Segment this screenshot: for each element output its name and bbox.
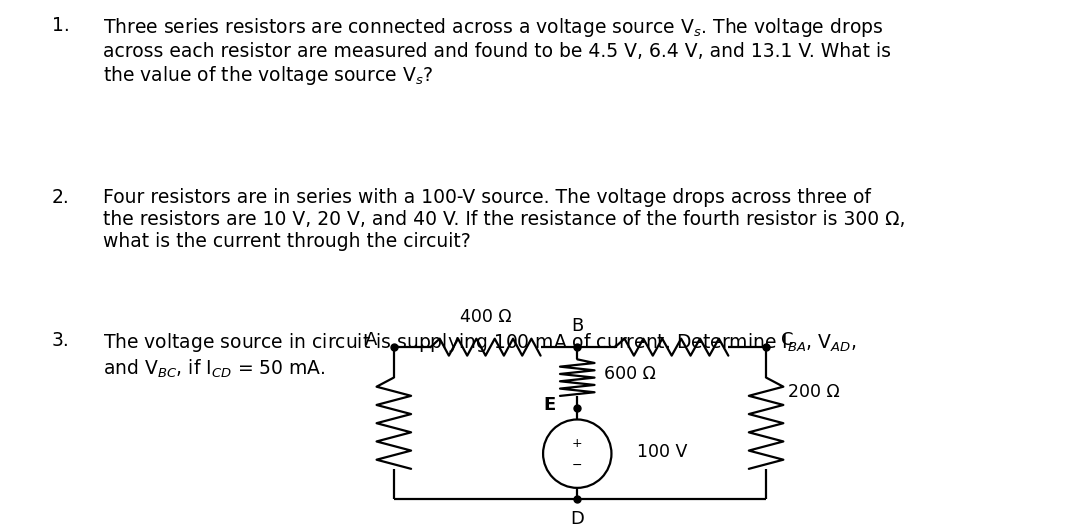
Text: +: + (572, 437, 583, 450)
Text: 2.: 2. (52, 188, 69, 207)
Text: A: A (366, 331, 378, 349)
Text: The voltage source in circuit is supplying 100 mA of current. Determine I$_{BA}$: The voltage source in circuit is supplyi… (103, 331, 856, 380)
Text: C: C (781, 331, 794, 349)
Text: 100 V: 100 V (637, 443, 687, 461)
Text: 400 Ω: 400 Ω (460, 308, 511, 326)
Text: −: − (572, 459, 583, 472)
Text: E: E (544, 396, 556, 414)
Text: 3.: 3. (52, 331, 69, 350)
Text: 600 Ω: 600 Ω (604, 365, 656, 383)
Text: Three series resistors are connected across a voltage source V$_s$. The voltage : Three series resistors are connected acr… (103, 16, 890, 87)
Text: B: B (571, 317, 584, 335)
Text: D: D (571, 510, 584, 528)
Text: Four resistors are in series with a 100-V source. The voltage drops across three: Four resistors are in series with a 100-… (103, 188, 905, 251)
Text: 1.: 1. (52, 16, 69, 35)
Text: 200 Ω: 200 Ω (788, 383, 839, 401)
